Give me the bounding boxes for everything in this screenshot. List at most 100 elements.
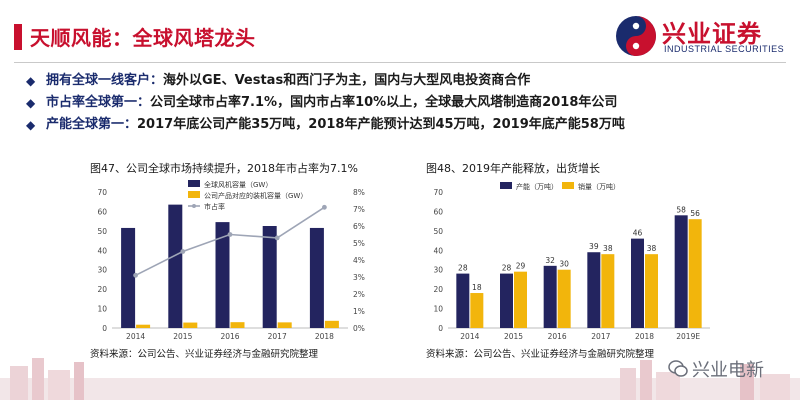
x-tick-label: 2017 [591, 332, 610, 341]
bar [277, 322, 292, 328]
bar [121, 227, 136, 328]
bar [587, 252, 601, 328]
x-tick-label: 2014 [126, 332, 145, 341]
diamond-bullet-icon: ◆ [26, 118, 36, 132]
bar [262, 226, 277, 328]
bullet-text: 海外以GE、Vestas和西门子为主，国内与大型风电投资商合作 [163, 73, 531, 88]
bar [324, 320, 339, 328]
logo-emblem-icon [616, 16, 656, 56]
diamond-bullet-icon: ◆ [26, 74, 36, 88]
bar [514, 271, 527, 328]
y-tick-label: 40 [97, 246, 107, 255]
x-tick-label: 2016 [220, 332, 239, 341]
y2-tick-label: 5% [353, 239, 365, 248]
data-label: 30 [559, 260, 569, 269]
bar [688, 219, 702, 328]
wechat-watermark: 兴业电新 [668, 356, 794, 382]
y2-tick-label: 7% [353, 205, 365, 214]
bullet-item: ◆ 产能全球第一：2017年底公司产能35万吨，2018年产能预计达到45万吨，… [26, 114, 786, 136]
chart-plot: 0 10 20 30 40 50 60 70 0% 1% 2% 3% 4% 5% 6% 7% 8% 2014 201… [97, 180, 365, 341]
y-tick-label: 50 [433, 227, 443, 236]
x-tick-label: 2019E [676, 332, 700, 341]
y-tick-label: 0 [438, 324, 443, 333]
chart-title: 图47、公司全球市场持续提升，2018年市占率为7.1% [90, 162, 358, 175]
data-label: 46 [633, 229, 643, 238]
bullet-text: 2017年底公司产能35万吨，2018年产能预计达到45万吨，2019年底产能5… [137, 117, 625, 132]
line-point [133, 272, 138, 278]
x-tick-label: 2015 [173, 332, 192, 341]
chart-title: 图48、2019年产能释放，出货增长 [426, 162, 600, 175]
data-label: 28 [502, 264, 512, 273]
bar [543, 265, 557, 328]
x-tick-label: 2014 [460, 332, 479, 341]
company-logo: 兴业证券 INDUSTRIAL SECURITIES [614, 14, 790, 58]
wechat-icon [668, 360, 688, 377]
y2-tick-label: 6% [353, 222, 365, 231]
bar [230, 322, 245, 328]
legend-label: 全球风机容量（GW） [204, 180, 272, 189]
legend-label: 销量（万吨） [578, 182, 620, 191]
bar [136, 324, 151, 328]
bar [500, 273, 513, 328]
y2-tick-label: 4% [353, 256, 365, 265]
chart-global-share: 图47、公司全球市场持续提升，2018年市占率为7.1% 0 10 20 30 40 50… [90, 160, 370, 360]
y-tick-label: 20 [97, 285, 107, 294]
legend-swatch-marker [192, 204, 196, 208]
data-label: 18 [472, 283, 482, 292]
y-tick-label: 10 [97, 305, 107, 314]
y2-tick-label: 1% [353, 307, 365, 316]
logo-subtext: INDUSTRIAL SECURITIES [664, 44, 785, 54]
legend-swatch [562, 182, 574, 189]
bullet-text: 公司全球市占率7.1%，国内市占率10%以上，全球最大风塔制造商2018年公司 [150, 95, 618, 110]
bar [183, 322, 198, 328]
data-label: 38 [647, 244, 657, 253]
title-accent-bar [14, 24, 22, 50]
bullet-list: ◆ 拥有全球一线客户：海外以GE、Vestas和西门子为主，国内与大型风电投资商… [26, 70, 786, 136]
legend-swatch [500, 182, 512, 189]
data-label: 58 [676, 205, 686, 214]
y-tick-label: 60 [433, 207, 443, 216]
bar [309, 227, 324, 328]
x-tick-label: 2015 [504, 332, 523, 341]
legend-label: 市占率 [204, 202, 225, 211]
bar [674, 215, 688, 328]
bar [168, 204, 183, 328]
bar [215, 222, 230, 328]
bar [631, 238, 644, 328]
bullet-item: ◆ 拥有全球一线客户：海外以GE、Vestas和西门子为主，国内与大型风电投资商… [26, 70, 786, 92]
bar [456, 273, 470, 328]
x-tick-label: 2018 [315, 332, 334, 341]
chart-source: 资料来源：公司公告、兴业证券经济与金融研究院整理 [90, 349, 319, 360]
data-label: 28 [458, 264, 468, 273]
line-point [180, 249, 186, 254]
data-label: 39 [589, 242, 599, 251]
y-tick-label: 20 [433, 285, 443, 294]
y-tick-label: 70 [433, 188, 443, 197]
chart-source: 资料来源：公司公告、兴业证券经济与金融研究院整理 [426, 349, 655, 360]
y-tick-label: 30 [433, 266, 443, 275]
chart-capacity-sales: 图48、2019年产能释放，出货增长 0 10 20 30 40 50 60 70 2014 28… [426, 160, 716, 360]
y2-tick-label: 3% [353, 273, 365, 282]
y2-tick-label: 2% [353, 290, 365, 299]
data-label: 29 [516, 262, 526, 271]
legend-label: 公司产品对应的装机容量（GW） [204, 191, 307, 200]
x-tick-label: 2017 [268, 332, 287, 341]
y2-tick-label: 0% [353, 324, 365, 333]
bullet-heading: 产能全球第一： [46, 117, 138, 132]
y-tick-label: 0 [102, 324, 107, 333]
y-tick-label: 70 [97, 188, 107, 197]
city-skyline-decoration [0, 358, 800, 400]
bullet-heading: 拥有全球一线客户： [46, 73, 164, 88]
y-tick-label: 10 [433, 305, 443, 314]
legend-swatch [188, 191, 200, 198]
data-label: 38 [603, 244, 613, 253]
page-title: 天顺风能：全球风塔龙头 [30, 26, 256, 50]
bar [645, 254, 658, 328]
logo-text: 兴业证券 [662, 20, 762, 48]
y-tick-label: 50 [97, 227, 107, 236]
data-label: 32 [545, 256, 555, 265]
x-tick-label: 2018 [635, 332, 654, 341]
y-tick-label: 30 [97, 266, 107, 275]
x-tick-label: 2016 [548, 332, 567, 341]
